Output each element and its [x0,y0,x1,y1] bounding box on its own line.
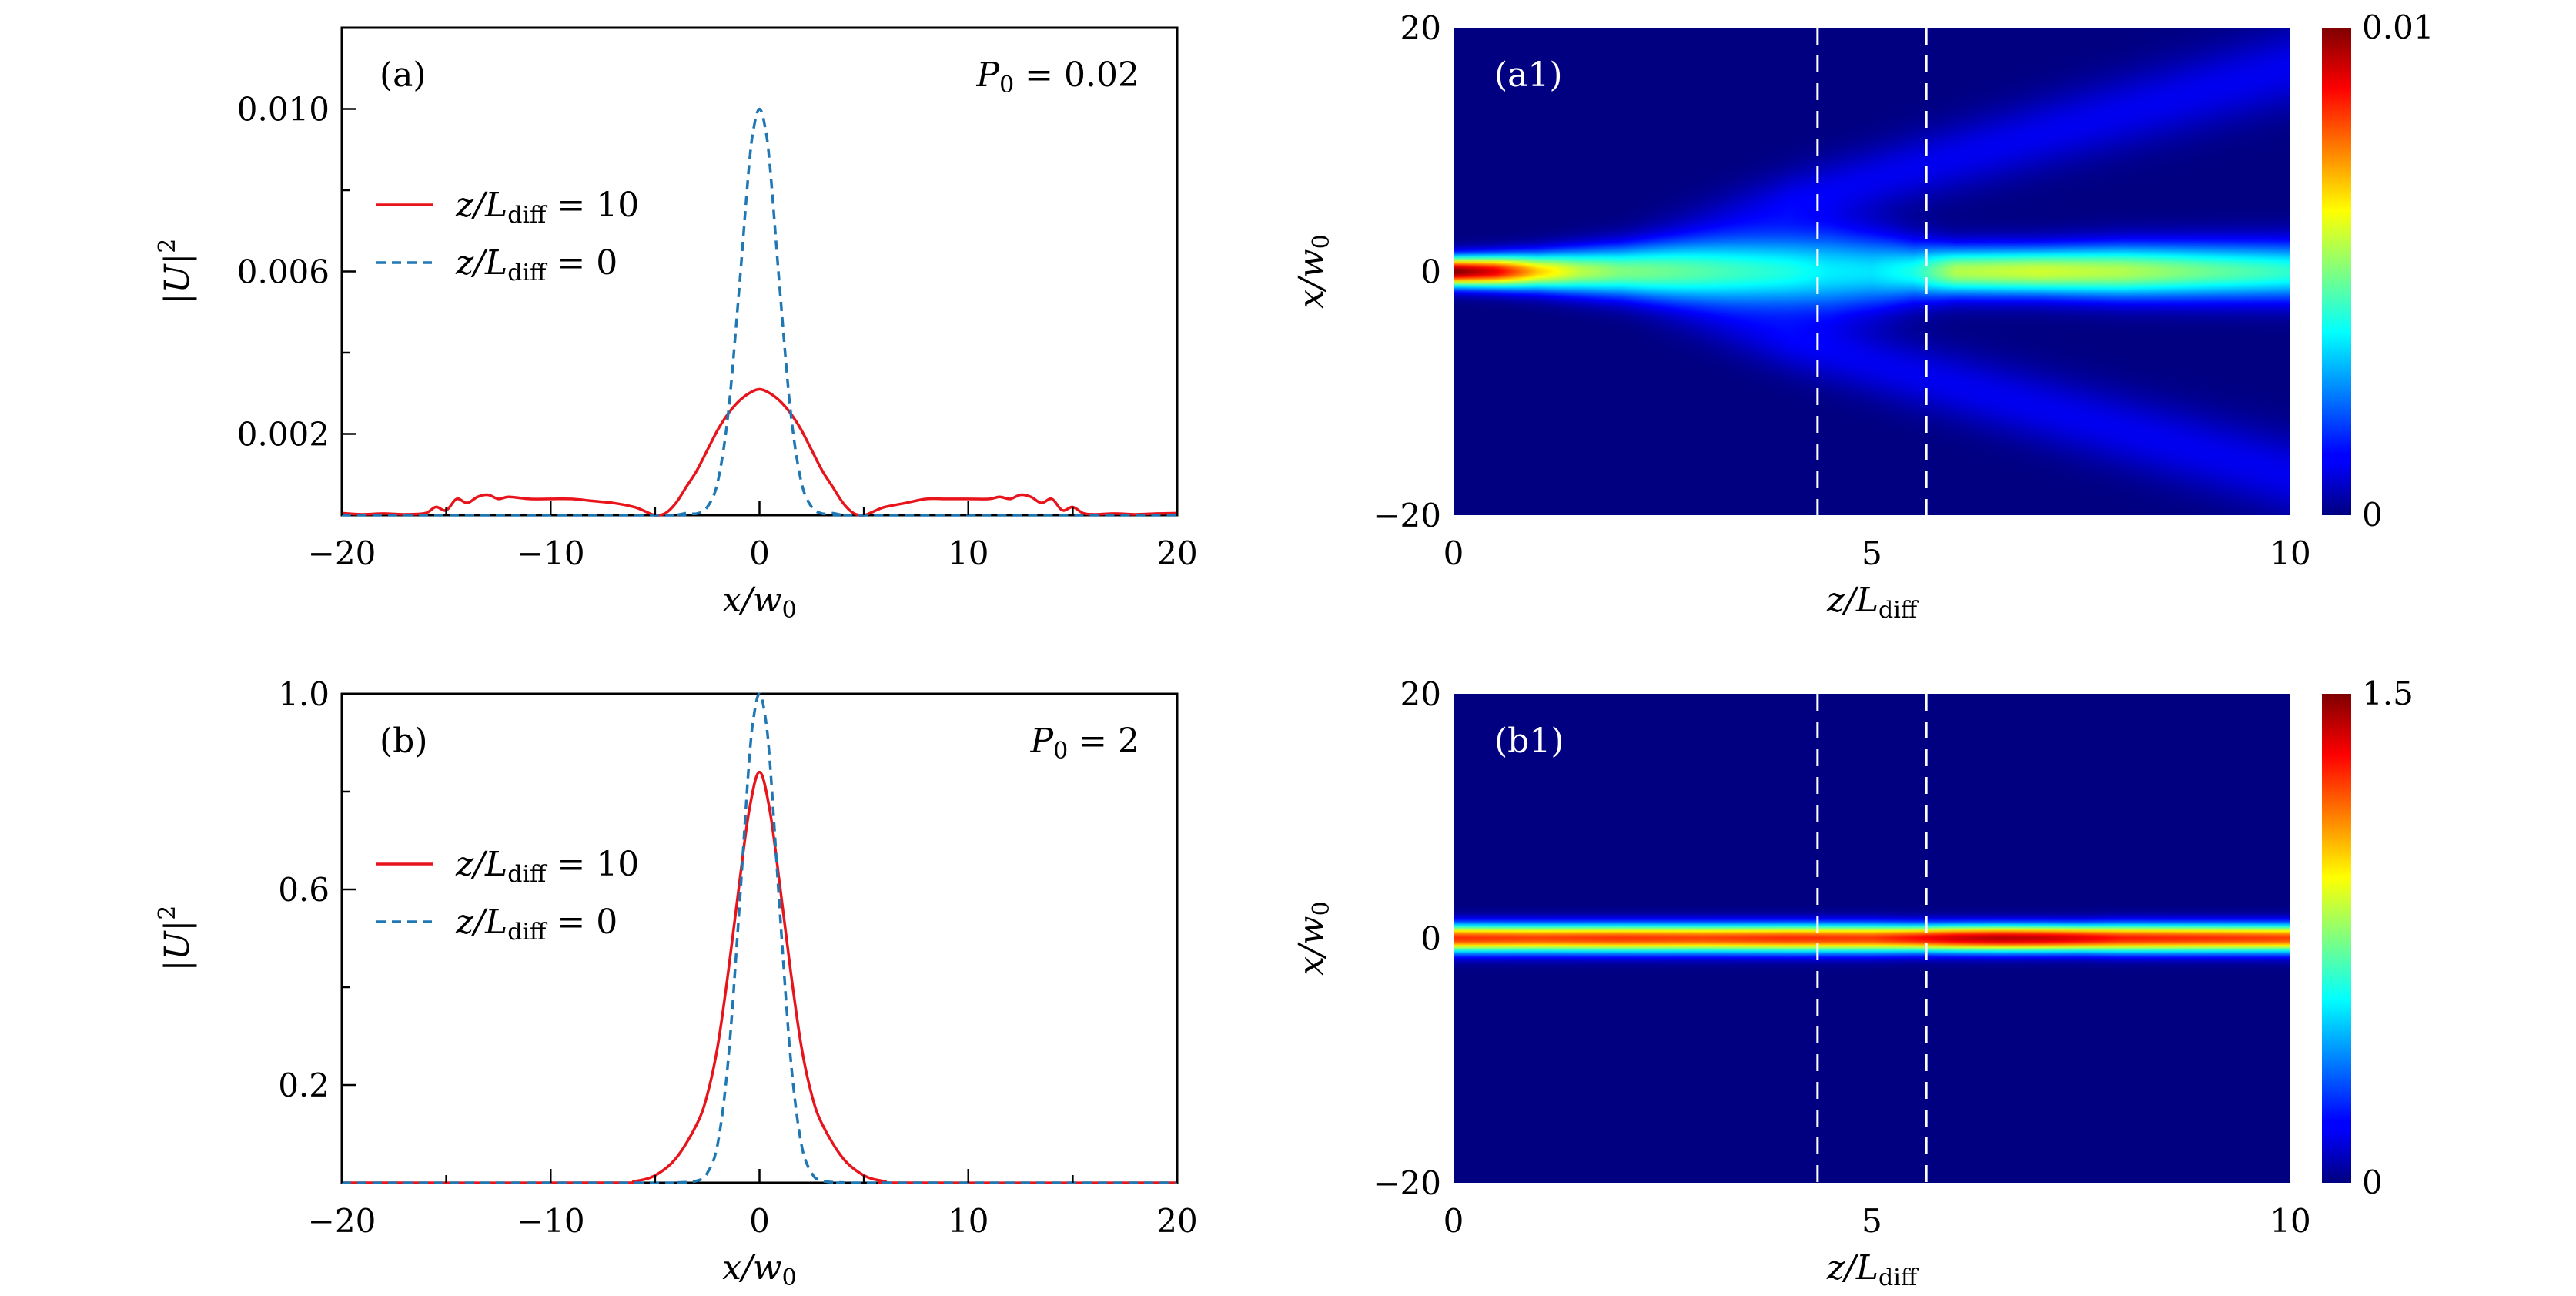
label-part: z/L [455,186,507,225]
y-tick-label: 0 [1420,253,1441,291]
series-line-1 [341,692,1178,1184]
panel-b: z/Ldiff = 10z/Ldiff = 0(b) P0 = 2−20 −10 0 1… [154,675,1198,1291]
panel-label: (a1) [1494,55,1563,95]
y-axis-label: x/w0 [1292,234,1335,308]
label-part: = 0 [546,903,617,942]
label-part: z/L [1826,1248,1878,1288]
label-part: 0 [1053,738,1068,765]
label-part: z/L [455,845,507,884]
series-line-1 [341,107,1178,517]
legend-label: z/Ldiff = 10 [455,186,639,229]
colorbar-max-label: 1.5 [2362,675,2414,712]
y-axis-label: |U|2 [154,906,197,972]
y-tick-label: 0.6 [278,871,330,909]
label-part: 0 [1308,901,1335,916]
label-part: = 2 [1068,722,1139,761]
x-axis-label: z/Ldiff [1826,581,1919,624]
colorbar-max-label: 0.01 [2362,8,2434,46]
y-tick-label: 20 [1400,675,1441,713]
x-tick-label: 10 [948,534,989,572]
label-part: z/L [455,903,507,942]
x-tick-label: −20 [308,1202,376,1240]
x-tick-label: 0 [1444,1202,1464,1240]
y-axis-label: |U|2 [154,239,197,305]
x-axis-label: x/w0 [722,581,796,624]
x-tick-label: 5 [1862,1202,1882,1240]
label-part: diff [507,919,548,946]
legend-label: z/Ldiff = 10 [455,845,639,888]
label-part: |U| [158,920,197,972]
label-part: = 0.02 [1014,55,1139,95]
legend-label: z/Ldiff = 0 [455,903,617,946]
panel-label: (a) [380,55,427,95]
x-tick-label: 10 [2270,534,2310,572]
power-annotation: P0 = 2 [1029,722,1139,765]
x-tick-label: 20 [1156,1202,1197,1240]
panel-a: z/Ldiff = 10z/Ldiff = 0(a) P0 = 0.02−20 −1… [154,26,1198,624]
y-tick-label: 0.006 [237,253,330,291]
label-part: x/w [1292,916,1331,975]
heatmap-image [1454,694,2290,1183]
x-tick-label: −10 [517,534,585,572]
series-line-0 [341,387,1178,517]
label-part: diff [507,202,548,229]
x-tick-label: 10 [948,1202,989,1240]
label-part: 0 [782,1264,797,1291]
label-part: |U| [158,253,197,305]
colorbar-min-label: 0 [2362,1164,2383,1201]
x-tick-label: 10 [2270,1202,2310,1240]
y-tick-label: 0.002 [237,416,330,454]
y-tick-label: −20 [1373,1164,1441,1202]
y-tick-label: 20 [1400,9,1441,47]
label-part: = 10 [546,186,639,225]
x-axis-label: x/w0 [722,1248,796,1291]
colorbar-min-label: 0 [2362,496,2383,534]
y-tick-label: −20 [1373,497,1441,534]
label-part: diff [507,861,548,888]
x-tick-label: 5 [1862,534,1882,572]
label-part: x/w [1292,249,1331,308]
legend-label: z/Ldiff = 0 [455,243,617,286]
heatmap-image [1454,28,2290,515]
label-part: = 10 [546,845,639,884]
y-axis-label: x/w0 [1292,901,1335,975]
y-tick-label: 0.2 [278,1067,330,1104]
x-tick-label: −20 [308,534,376,572]
power-annotation: P0 = 0.02 [975,55,1139,99]
label-part: P [975,55,1000,95]
series-line-0 [341,770,1178,1184]
label-part: z/L [455,243,507,283]
label-part: diff [1878,597,1919,624]
x-tick-label: 0 [749,534,770,572]
label-part: 0 [782,597,797,624]
y-tick-label: 0 [1420,920,1441,958]
label-part: z/L [1826,581,1878,620]
x-tick-label: 20 [1156,534,1197,572]
x-axis-label: z/Ldiff [1826,1248,1919,1291]
label-part: 0 [999,72,1014,99]
colorbar [2322,28,2351,515]
label-part: 2 [154,906,181,920]
label-part: 0 [1308,234,1335,249]
x-tick-label: 0 [1444,534,1464,572]
y-tick-label: 1.0 [278,675,330,713]
label-part: P [1029,722,1054,761]
label-part: diff [507,260,548,286]
label-part: 2 [154,239,181,253]
y-tick-label: 0.010 [237,91,330,129]
x-tick-label: −10 [517,1202,585,1240]
x-tick-label: 0 [749,1202,770,1240]
label-part: = 0 [546,243,617,283]
panel-label: (b) [380,722,428,761]
label-part: x/w [722,581,781,620]
label-part: x/w [722,1248,781,1288]
colorbar [2322,694,2351,1183]
label-part: diff [1878,1264,1919,1291]
panel-label: (b1) [1494,722,1564,761]
